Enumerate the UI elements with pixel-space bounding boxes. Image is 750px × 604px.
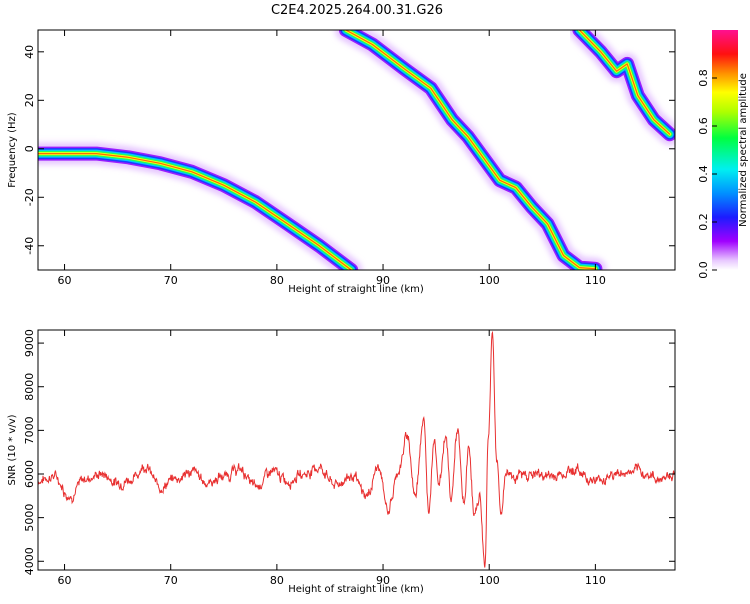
x-tick-label: 110: [585, 274, 606, 287]
x-tick-label: 110: [585, 574, 606, 587]
y-tick-label: -20: [23, 188, 36, 206]
x-tick-label: 60: [58, 574, 72, 587]
y-tick-label: 0: [23, 145, 36, 152]
spectrogram-y-axis-label: Frequency (Hz): [7, 112, 18, 188]
colorbar-gradient: [712, 30, 738, 270]
x-tick-label: 80: [270, 274, 284, 287]
x-tick-label: 70: [164, 274, 178, 287]
x-tick-label: 70: [164, 574, 178, 587]
colorbar: 0.0 0.2 0.4 0.6 0.8 Normalized spectral ampl…: [697, 30, 749, 279]
x-tick-label: 100: [479, 574, 500, 587]
colorbar-tick-label: 0.6: [697, 117, 710, 135]
y-tick-label: 8000: [23, 373, 36, 401]
y-tick-label: 7000: [23, 416, 36, 444]
snr-panel: 60 70 80 90 100 110 400050006000700080009000 …: [7, 329, 675, 595]
y-tick-label: 20: [23, 93, 36, 107]
snr-x-axis-label: Height of straight line (km): [288, 584, 424, 595]
x-tick-label: 100: [479, 274, 500, 287]
colorbar-tick-label: 0.2: [697, 213, 710, 231]
snr-plot-area: [38, 330, 675, 570]
snr-y-axis-label: SNR (10 * v/v): [7, 414, 18, 485]
y-tick-label: 5000: [23, 504, 36, 532]
colorbar-tick-label: 0.0: [697, 261, 710, 279]
y-tick-label: 9000: [23, 329, 36, 357]
colorbar-tick-label: 0.8: [697, 69, 710, 87]
colorbar-tick-label: 0.4: [697, 165, 710, 183]
y-tick-label: 6000: [23, 460, 36, 488]
x-tick-label: 60: [58, 274, 72, 287]
y-tick-label: 40: [23, 45, 36, 59]
spectrogram-x-axis-label: Height of straight line (km): [288, 284, 424, 295]
colorbar-label: Normalized spectral amplitude: [738, 73, 749, 227]
chart-title: C2E4.2025.264.00.31.G26: [271, 3, 443, 18]
y-tick-label: 4000: [23, 547, 36, 575]
y-tick-label: -40: [23, 237, 36, 255]
x-tick-label: 80: [270, 574, 284, 587]
